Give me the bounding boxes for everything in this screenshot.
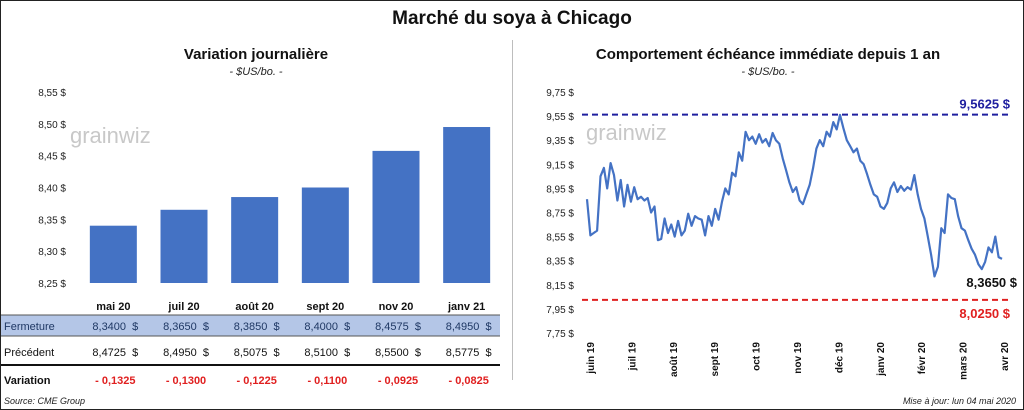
table-row-label: Fermeture (4, 321, 55, 333)
bar-chart: grainwiz 8,25 $ 8,30 $ 8,35 $ 8,40 $ 8,45 $ 8… (1, 88, 500, 387)
y-tick-label: 7,95 $ (546, 305, 574, 316)
table-cell: 8,3400 $ (92, 321, 138, 333)
y-tick-label: 7,75 $ (546, 329, 574, 340)
y-tick-label: 8,30 $ (38, 247, 66, 258)
category-label: août 20 (235, 301, 274, 313)
high-value-label: 9,5625 $ (959, 97, 1010, 112)
table-cell: 8,4725 $ (92, 347, 138, 359)
bar (89, 225, 137, 283)
category-label: sept 20 (306, 301, 344, 313)
y-tick-label: 8,95 $ (546, 184, 574, 195)
x-tick-label: janv 20 (876, 342, 887, 377)
y-tick-label: 8,35 $ (38, 215, 66, 226)
y-tick-label: 9,35 $ (546, 136, 574, 147)
update-note: Mise à jour: lun 04 mai 2020 (902, 396, 1016, 406)
fermeture-row-highlight (1, 315, 500, 336)
bar (372, 150, 420, 283)
y-tick-label: 8,55 $ (546, 233, 574, 244)
y-tick-label: 9,75 $ (546, 88, 574, 99)
table-cell: - 0,0825 (448, 375, 488, 387)
bar (160, 209, 208, 283)
y-tick-label: 8,75 $ (546, 209, 574, 220)
table-cell: 8,5500 $ (375, 347, 421, 359)
panel-divider (512, 40, 513, 380)
table-cell: - 0,1225 (236, 375, 276, 387)
source-note: Source: CME Group (4, 396, 86, 406)
table-cell: 8,3650 $ (163, 321, 209, 333)
table-cell: - 0,1325 (95, 375, 135, 387)
table-cell: 8,4000 $ (304, 321, 350, 333)
category-label: juil 20 (167, 301, 199, 313)
table-cell: 8,3850 $ (234, 321, 280, 333)
watermark-logo: grainwiz (70, 123, 151, 148)
price-series-line (585, 113, 1003, 278)
table-cell: 8,4950 $ (446, 321, 492, 333)
y-tick-label: 8,35 $ (546, 257, 574, 268)
right-chart-unit: - $US/bo. - (741, 66, 795, 78)
table-row-label: Variation (4, 375, 51, 387)
table-cell: 8,5775 $ (446, 347, 492, 359)
table-cell: - 0,1100 (307, 375, 347, 387)
x-tick-label: févr 20 (917, 342, 928, 375)
table-cell: 8,4575 $ (375, 321, 421, 333)
x-tick-label: sept 19 (710, 342, 721, 377)
table-cell: - 0,0925 (378, 375, 418, 387)
x-tick-label: avr 20 (1000, 342, 1011, 371)
x-tick-label: mars 20 (959, 342, 970, 380)
x-tick-label: juil 19 (627, 342, 638, 372)
y-tick-label: 8,15 $ (546, 281, 574, 292)
x-tick-label: déc 19 (834, 342, 845, 374)
bar (443, 127, 491, 283)
table-row-label: Précédent (4, 347, 54, 359)
right-chart-title: Comportement échéance immédiate depuis 1… (595, 46, 941, 63)
x-tick-label: nov 19 (793, 342, 804, 374)
y-tick-label: 8,25 $ (38, 279, 66, 290)
bar (301, 187, 349, 283)
category-label: nov 20 (379, 301, 414, 313)
y-tick-label: 8,45 $ (38, 152, 66, 163)
category-label: janv 21 (447, 301, 485, 313)
x-tick-label: juin 19 (586, 342, 597, 375)
watermark-logo: grainwiz (586, 120, 667, 145)
x-tick-label: oct 19 (752, 342, 763, 371)
y-tick-label: 8,50 $ (38, 120, 66, 131)
left-chart-title: Variation journalière (183, 46, 329, 63)
last-value-label: 8,3650 $ (966, 275, 1017, 290)
y-tick-label: 9,15 $ (546, 160, 574, 171)
y-tick-label: 8,40 $ (38, 184, 66, 195)
x-tick-label: août 19 (669, 342, 680, 377)
table-cell: 8,5100 $ (304, 347, 350, 359)
bar (231, 197, 279, 283)
table-cell: 8,4950 $ (163, 347, 209, 359)
table-cell: - 0,1300 (166, 375, 206, 387)
left-chart-unit: - $US/bo. - (229, 66, 283, 78)
line-chart: grainwiz 7,75 $ 7,95 $ 8,15 $ 8,35 $ 8,55 $ 8… (546, 88, 1018, 380)
main-title: Marché du soya à Chicago (392, 8, 632, 29)
category-label: mai 20 (96, 301, 130, 313)
y-tick-label: 8,55 $ (38, 88, 66, 99)
low-value-label: 8,0250 $ (959, 306, 1010, 321)
table-cell: 8,5075 $ (234, 347, 280, 359)
y-tick-label: 9,55 $ (546, 112, 574, 123)
